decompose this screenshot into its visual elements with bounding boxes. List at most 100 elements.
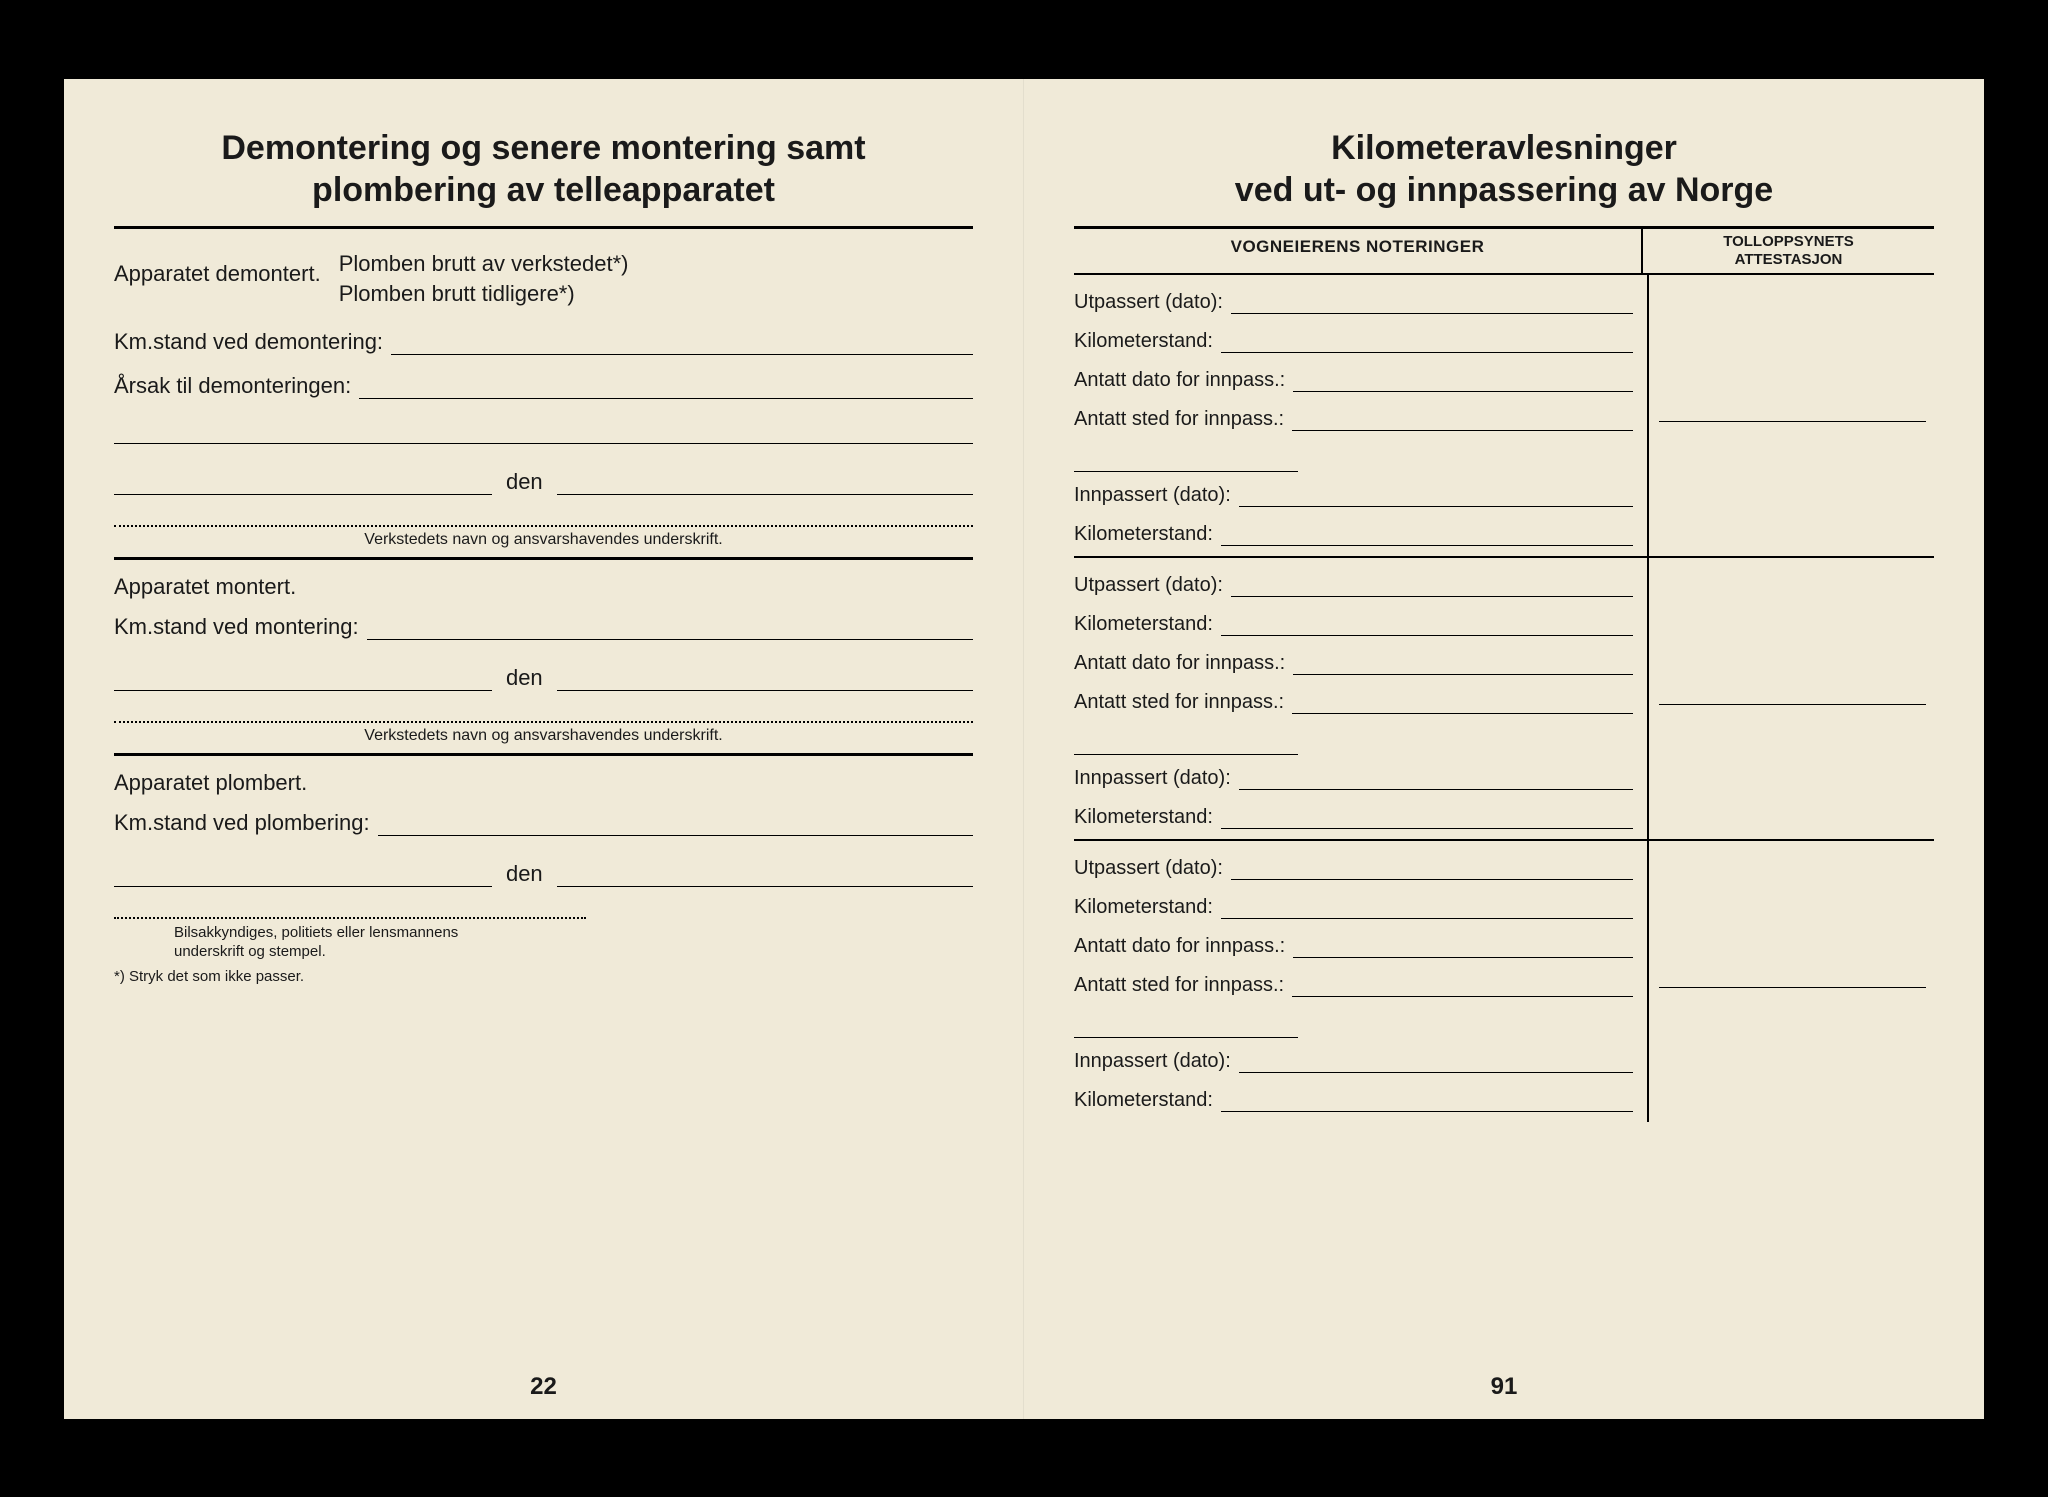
rule — [114, 226, 973, 229]
attest-line-2a[interactable] — [1659, 704, 1926, 705]
innpassert-label: Innpassert (dato): — [1074, 767, 1231, 790]
document-spread: Demontering og senere montering samt plo… — [64, 79, 1984, 1419]
innpassert-field-2[interactable] — [1239, 769, 1633, 790]
bilsak-caption: Bilsakkyndiges, politiets eller lensmann… — [114, 923, 604, 962]
km-field-1b[interactable] — [1221, 525, 1633, 546]
dotted-rule-3 — [114, 917, 586, 919]
arsak-field[interactable] — [359, 376, 973, 399]
date-field-1[interactable] — [557, 468, 973, 495]
entry-block-2: Utpassert (dato): Kilometerstand: Antatt… — [1074, 558, 1934, 839]
attest-line-3a[interactable] — [1659, 987, 1926, 988]
km-field-2[interactable] — [1221, 615, 1633, 636]
place-field-3[interactable] — [114, 860, 492, 887]
km-demontering-field[interactable] — [391, 332, 973, 355]
verksted-caption-1: Verkstedets navn og ansvarshavendes unde… — [114, 531, 973, 549]
bilsak-l2: underskrift og stempel. — [174, 943, 326, 960]
km-montering-field[interactable] — [367, 617, 973, 640]
antatt-sted-label: Antatt sted for innpass.: — [1074, 691, 1284, 714]
page-number-right: 91 — [1074, 1373, 1934, 1401]
attest-col-3 — [1649, 841, 1934, 1122]
col-vogneierens: VOGNEIERENS NOTERINGER — [1074, 229, 1643, 273]
km-label-b: Kilometerstand: — [1074, 523, 1213, 546]
den-row-1: den — [114, 468, 973, 495]
date-field-3[interactable] — [557, 860, 973, 887]
page-right: Kilometeravlesninger ved ut- og innpasse… — [1024, 79, 1984, 1419]
utpassert-field-2[interactable] — [1231, 576, 1633, 597]
plomben-verksted: Plomben brutt av verkstedet*) — [339, 249, 973, 279]
km-field-3[interactable] — [1221, 898, 1633, 919]
apparatet-demontert-row: Apparatet demontert. Plomben brutt av ve… — [114, 249, 973, 309]
den-row-3: den — [114, 860, 973, 887]
dotted-rule-2 — [114, 721, 973, 723]
entry-block-3: Utpassert (dato): Kilometerstand: Antatt… — [1074, 841, 1934, 1122]
apparatet-plombert: Apparatet plombert. — [114, 770, 973, 796]
innpassert-label: Innpassert (dato): — [1074, 484, 1231, 507]
right-title-line1: Kilometeravlesninger — [1331, 129, 1677, 167]
km-field-1[interactable] — [1221, 332, 1633, 353]
km-label-b: Kilometerstand: — [1074, 1089, 1213, 1112]
km-field-2b[interactable] — [1221, 808, 1633, 829]
attest-col-1 — [1649, 275, 1934, 556]
short-line-1[interactable] — [1074, 447, 1298, 472]
col-tolloppsynets: TOLLOPPSYNETS ATTESTASJON — [1643, 229, 1934, 273]
antatt-dato-field-2[interactable] — [1293, 654, 1633, 675]
km-plombering-label: Km.stand ved plombering: — [114, 810, 370, 836]
arsak-row: Årsak til demonteringen: — [114, 369, 973, 399]
km-label: Kilometerstand: — [1074, 896, 1213, 919]
km-montering-row: Km.stand ved montering: — [114, 610, 973, 640]
km-montering-label: Km.stand ved montering: — [114, 614, 359, 640]
antatt-dato-field-3[interactable] — [1293, 937, 1633, 958]
right-title: Kilometeravlesninger ved ut- og innpasse… — [1074, 127, 1934, 212]
left-title-line2: plombering av telleapparatet — [312, 171, 775, 209]
antatt-sted-label: Antatt sted for innpass.: — [1074, 974, 1284, 997]
dotted-rule-1 — [114, 525, 973, 527]
bilsak-l1: Bilsakkyndiges, politiets eller lensmann… — [174, 924, 458, 941]
antatt-sted-label: Antatt sted for innpass.: — [1074, 408, 1284, 431]
plomben-tidligere: Plomben brutt tidligere*) — [339, 279, 973, 309]
innpassert-field-3[interactable] — [1239, 1052, 1633, 1073]
km-field-3b[interactable] — [1221, 1091, 1633, 1112]
km-plombering-field[interactable] — [378, 813, 973, 836]
page-number-left: 22 — [114, 1373, 973, 1401]
antatt-dato-label: Antatt dato for innpass.: — [1074, 935, 1285, 958]
col-right-l2: ATTESTASJON — [1735, 251, 1843, 268]
antatt-sted-field-1[interactable] — [1292, 410, 1633, 431]
right-title-line2: ved ut- og innpassering av Norge — [1235, 171, 1773, 209]
utpassert-label: Utpassert (dato): — [1074, 857, 1223, 880]
stryk-footnote: *) Stryk det som ikke passer. — [114, 968, 973, 985]
km-label: Kilometerstand: — [1074, 613, 1213, 636]
attest-line-1a[interactable] — [1659, 421, 1926, 422]
page-left: Demontering og senere montering samt plo… — [64, 79, 1024, 1419]
antatt-dato-label: Antatt dato for innpass.: — [1074, 369, 1285, 392]
den-label-3: den — [492, 861, 557, 887]
arsak-label: Årsak til demonteringen: — [114, 373, 351, 399]
col-right-l1: TOLLOPPSYNETS — [1723, 233, 1854, 250]
antatt-sted-field-2[interactable] — [1292, 693, 1633, 714]
km-plombering-row: Km.stand ved plombering: — [114, 806, 973, 836]
rule — [114, 557, 973, 560]
place-field-1[interactable] — [114, 468, 492, 495]
entry-block-1: Utpassert (dato): Kilometerstand: Antatt… — [1074, 275, 1934, 556]
left-title-line1: Demontering og senere montering samt — [221, 129, 865, 167]
date-field-2[interactable] — [557, 664, 973, 691]
km-label: Kilometerstand: — [1074, 330, 1213, 353]
short-line-2[interactable] — [1074, 730, 1298, 755]
utpassert-field-3[interactable] — [1231, 859, 1633, 880]
innpassert-label: Innpassert (dato): — [1074, 1050, 1231, 1073]
short-line-3[interactable] — [1074, 1013, 1298, 1038]
den-label-2: den — [492, 665, 557, 691]
den-row-2: den — [114, 664, 973, 691]
utpassert-field-1[interactable] — [1231, 293, 1633, 314]
den-label-1: den — [492, 469, 557, 495]
apparatet-demontert-label: Apparatet demontert. — [114, 249, 321, 287]
arsak-field-2[interactable] — [114, 413, 973, 444]
verksted-caption-2: Verkstedets navn og ansvarshavendes unde… — [114, 727, 973, 745]
km-demontering-label: Km.stand ved demontering: — [114, 329, 383, 355]
place-field-2[interactable] — [114, 664, 492, 691]
antatt-sted-field-3[interactable] — [1292, 976, 1633, 997]
attest-col-2 — [1649, 558, 1934, 839]
rule — [114, 753, 973, 756]
utpassert-label: Utpassert (dato): — [1074, 574, 1223, 597]
antatt-dato-field-1[interactable] — [1293, 371, 1633, 392]
innpassert-field-1[interactable] — [1239, 486, 1633, 507]
